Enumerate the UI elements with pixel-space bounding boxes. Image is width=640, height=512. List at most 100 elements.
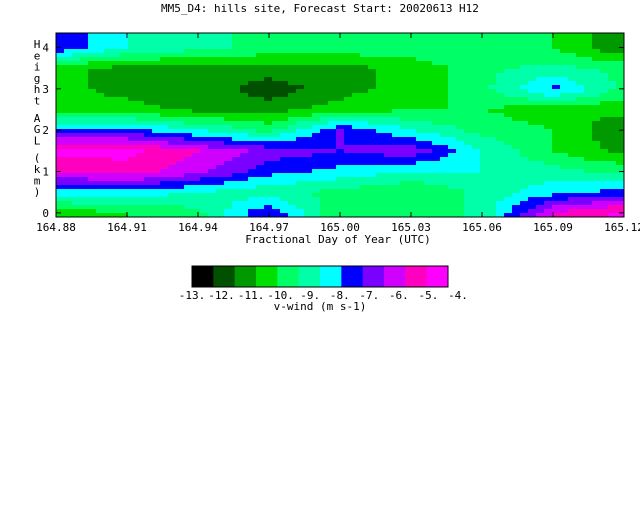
heatmap-cell bbox=[120, 77, 129, 82]
heatmap-cell bbox=[472, 125, 481, 130]
heatmap-cell bbox=[408, 61, 417, 66]
heatmap-cell bbox=[200, 41, 209, 46]
heatmap-cell bbox=[104, 185, 113, 190]
heatmap-cell bbox=[592, 129, 601, 134]
heatmap-cell bbox=[88, 61, 97, 66]
heatmap-cell bbox=[224, 209, 233, 214]
heatmap-cell bbox=[384, 93, 393, 98]
heatmap-cell bbox=[176, 69, 185, 74]
heatmap-cell bbox=[336, 89, 345, 94]
heatmap-cell bbox=[328, 205, 337, 210]
heatmap-cell bbox=[208, 65, 217, 70]
heatmap-cell bbox=[616, 61, 624, 66]
heatmap-cell bbox=[584, 117, 593, 122]
heatmap-cell bbox=[112, 45, 121, 50]
heatmap-cell bbox=[136, 37, 145, 42]
heatmap-cell bbox=[208, 189, 217, 194]
heatmap-cell bbox=[296, 197, 305, 202]
heatmap-cell bbox=[248, 173, 257, 178]
heatmap-cell bbox=[456, 125, 465, 130]
heatmap-cell bbox=[328, 169, 337, 174]
heatmap-cell bbox=[288, 133, 297, 138]
heatmap-cell bbox=[232, 33, 241, 38]
heatmap-cell bbox=[256, 161, 265, 166]
heatmap-cell bbox=[608, 161, 617, 166]
heatmap-cell bbox=[552, 189, 561, 194]
heatmap-cell bbox=[400, 85, 409, 90]
heatmap-cell bbox=[56, 153, 65, 158]
heatmap-cell bbox=[64, 193, 73, 198]
heatmap-cell bbox=[104, 109, 113, 114]
heatmap-cell bbox=[584, 109, 593, 114]
heatmap-cell bbox=[448, 109, 457, 114]
heatmap-cell bbox=[344, 73, 353, 78]
heatmap-cell bbox=[120, 57, 129, 62]
heatmap-cell bbox=[528, 97, 537, 102]
heatmap-cell bbox=[112, 37, 121, 42]
heatmap-cell bbox=[584, 201, 593, 206]
heatmap-cell bbox=[472, 165, 481, 170]
heatmap-cell bbox=[104, 121, 113, 126]
heatmap-cell bbox=[192, 105, 201, 110]
heatmap-cell bbox=[560, 97, 569, 102]
heatmap-cell bbox=[376, 81, 385, 86]
heatmap-cell bbox=[208, 61, 217, 66]
heatmap-cell bbox=[448, 165, 457, 170]
heatmap-cell bbox=[528, 105, 537, 110]
heatmap-cell bbox=[552, 97, 561, 102]
heatmap-cell bbox=[600, 189, 609, 194]
heatmap-cell bbox=[168, 65, 177, 70]
heatmap-cell bbox=[272, 213, 281, 217]
heatmap-cell bbox=[240, 141, 249, 146]
heatmap-cell bbox=[568, 53, 577, 58]
heatmap-cell bbox=[352, 73, 361, 78]
heatmap-cell bbox=[456, 57, 465, 62]
heatmap-cell bbox=[600, 129, 609, 134]
heatmap-cell bbox=[608, 197, 617, 202]
heatmap-cell bbox=[392, 57, 401, 62]
heatmap-cell bbox=[368, 153, 377, 158]
heatmap-cell bbox=[304, 97, 313, 102]
heatmap-cell bbox=[512, 93, 521, 98]
heatmap-cell bbox=[368, 73, 377, 78]
heatmap-cell bbox=[464, 77, 473, 82]
heatmap-cell bbox=[488, 209, 497, 214]
heatmap-cell bbox=[440, 121, 449, 126]
heatmap-cell bbox=[304, 165, 313, 170]
heatmap-cell bbox=[136, 73, 145, 78]
heatmap-cell bbox=[592, 145, 601, 150]
heatmap-cell bbox=[424, 105, 433, 110]
heatmap-cell bbox=[528, 189, 537, 194]
heatmap-cell bbox=[296, 105, 305, 110]
heatmap-cell bbox=[608, 137, 617, 142]
heatmap-cell bbox=[256, 53, 265, 58]
heatmap-cell bbox=[360, 61, 369, 66]
heatmap-cell bbox=[376, 173, 385, 178]
y-tick-label: 2 bbox=[42, 124, 49, 137]
heatmap-cell bbox=[544, 177, 553, 182]
heatmap-cell bbox=[360, 81, 369, 86]
heatmap-cell bbox=[232, 173, 241, 178]
heatmap-cell bbox=[336, 105, 345, 110]
heatmap-cell bbox=[248, 61, 257, 66]
heatmap-cell bbox=[320, 33, 329, 38]
heatmap-cell bbox=[600, 157, 609, 162]
heatmap-cell bbox=[336, 193, 345, 198]
heatmap-cell bbox=[568, 205, 577, 210]
heatmap-cell bbox=[608, 101, 617, 106]
heatmap-cell bbox=[288, 81, 297, 86]
heatmap-cell bbox=[240, 97, 249, 102]
heatmap-cell bbox=[336, 53, 345, 58]
heatmap-cell bbox=[544, 213, 553, 217]
heatmap-cell bbox=[352, 153, 361, 158]
heatmap-cell bbox=[568, 185, 577, 190]
heatmap-cell bbox=[568, 145, 577, 150]
heatmap-cell bbox=[64, 169, 73, 174]
heatmap-cell bbox=[328, 57, 337, 62]
heatmap-cell bbox=[120, 129, 129, 134]
heatmap-cell bbox=[168, 205, 177, 210]
heatmap-cell bbox=[520, 157, 529, 162]
heatmap-cell bbox=[56, 193, 65, 198]
heatmap-cell bbox=[64, 205, 73, 210]
heatmap-cell bbox=[304, 81, 313, 86]
